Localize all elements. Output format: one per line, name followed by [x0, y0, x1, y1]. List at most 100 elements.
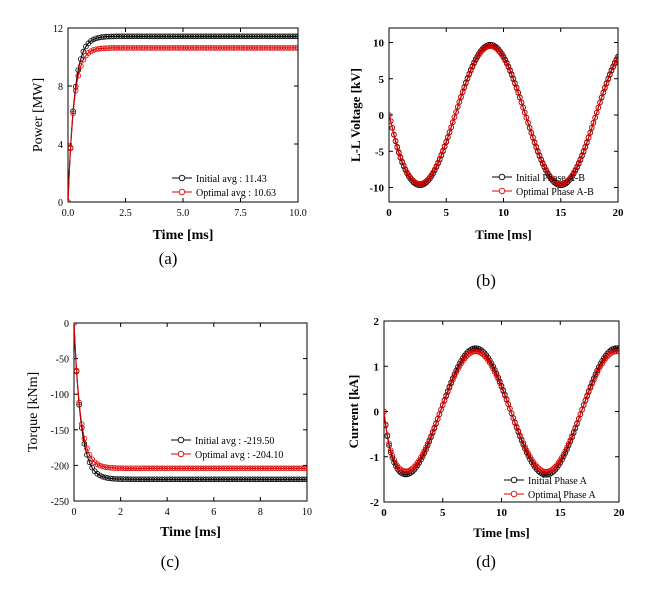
series-marker — [389, 124, 396, 131]
series-marker — [81, 435, 88, 442]
series-marker — [430, 169, 436, 175]
series-marker — [518, 99, 525, 106]
x-tick-label: 10 — [496, 507, 508, 519]
series-marker — [523, 447, 530, 454]
series-marker — [292, 33, 298, 40]
y-tick-label: -100 — [51, 390, 69, 401]
series-marker — [77, 63, 84, 69]
series-marker — [97, 462, 103, 469]
series-marker — [433, 163, 440, 169]
series-marker — [600, 90, 607, 96]
y-tick-label: 0 — [374, 407, 380, 419]
legend: Initial Phase A-B Optimal Phase A-B — [492, 173, 594, 198]
x-axis-label: Time [ms] — [473, 525, 529, 540]
series-group — [74, 323, 307, 483]
series-marker — [525, 119, 531, 126]
x-tick-label: 2.5 — [119, 208, 132, 219]
y-tick-label: 5 — [379, 74, 385, 86]
legend-marker — [498, 187, 506, 195]
series-marker — [584, 139, 590, 145]
series-marker — [448, 124, 454, 130]
x-tick-label: 20 — [613, 207, 625, 219]
series-marker — [479, 47, 486, 54]
series-marker — [387, 447, 394, 454]
series-marker — [611, 61, 618, 67]
legend-entry: Initial avg : -219.50 — [195, 436, 274, 447]
legend-entry: Optimal Phase A-B — [516, 187, 594, 198]
series-marker — [467, 67, 474, 74]
series-marker — [562, 448, 569, 454]
series-marker — [295, 45, 298, 51]
series-marker — [104, 475, 111, 481]
legend-marker — [177, 436, 185, 444]
x-tick-label: 5 — [444, 207, 450, 219]
series-marker — [503, 61, 510, 67]
series-marker — [93, 35, 99, 42]
x-tick-label: 10 — [302, 507, 312, 518]
x-tick-label: 2 — [118, 507, 123, 518]
series-marker — [301, 476, 307, 483]
x-axis-label: Time [ms] — [153, 228, 214, 243]
series-marker — [608, 68, 615, 74]
series-marker — [530, 134, 536, 141]
series-marker — [89, 464, 95, 471]
y-axis-label: Torque [kNm] — [26, 372, 41, 452]
series-marker — [454, 104, 461, 110]
series-marker — [93, 46, 99, 53]
x-tick-label: 4 — [165, 507, 170, 518]
series-marker — [408, 466, 414, 473]
series-marker — [443, 138, 450, 145]
x-tick-label: 0.0 — [62, 208, 75, 219]
series-marker — [505, 64, 512, 71]
series-marker — [490, 365, 496, 372]
series-marker — [68, 145, 74, 152]
series-marker — [396, 149, 402, 155]
series-marker — [525, 450, 532, 457]
x-tick-label: 0 — [386, 207, 392, 219]
panel-label: (b) — [476, 271, 496, 290]
series-marker — [411, 463, 418, 470]
series-marker — [528, 129, 535, 136]
series-marker — [72, 87, 79, 94]
series-marker — [616, 345, 619, 352]
series-marker — [75, 72, 82, 79]
series-marker — [88, 48, 94, 54]
chart-panel-3: 0 2 4 6 8 10 0 -50 -100 -150 -200 -250 Time [ms] Torq… — [26, 319, 312, 571]
series-marker — [422, 179, 428, 185]
x-axis-label: Time [ms] — [160, 525, 221, 540]
series-marker — [526, 124, 533, 131]
series-marker — [610, 64, 616, 71]
series-marker — [463, 353, 470, 360]
series-marker — [574, 163, 580, 170]
series-marker — [587, 129, 593, 136]
series-marker — [549, 176, 556, 183]
series-marker — [471, 345, 478, 352]
series-marker — [480, 351, 486, 358]
series-marker — [389, 112, 392, 118]
legend-marker — [178, 188, 186, 196]
series-marker — [517, 94, 523, 101]
series-marker — [542, 471, 548, 478]
x-tick-label: 8 — [258, 507, 263, 518]
series-marker — [613, 57, 618, 64]
series-marker — [409, 176, 415, 183]
series-marker — [616, 348, 619, 355]
series-marker — [491, 369, 498, 375]
series-marker — [384, 432, 391, 438]
series-marker — [541, 163, 548, 170]
y-axis-label: L-L Voltage [kV] — [348, 68, 363, 162]
series-marker — [419, 451, 426, 458]
series-marker — [431, 166, 438, 173]
series-marker — [612, 348, 619, 355]
series-line-1 — [389, 44, 618, 186]
series-marker — [593, 109, 600, 116]
y-tick-label: -50 — [56, 355, 69, 366]
series-marker — [471, 60, 477, 67]
series-marker — [416, 457, 423, 463]
series-marker — [596, 366, 602, 373]
y-tick-label: 10 — [373, 38, 385, 50]
series-marker — [99, 473, 106, 480]
series-marker — [386, 440, 392, 447]
y-tick-label: -250 — [51, 497, 69, 508]
